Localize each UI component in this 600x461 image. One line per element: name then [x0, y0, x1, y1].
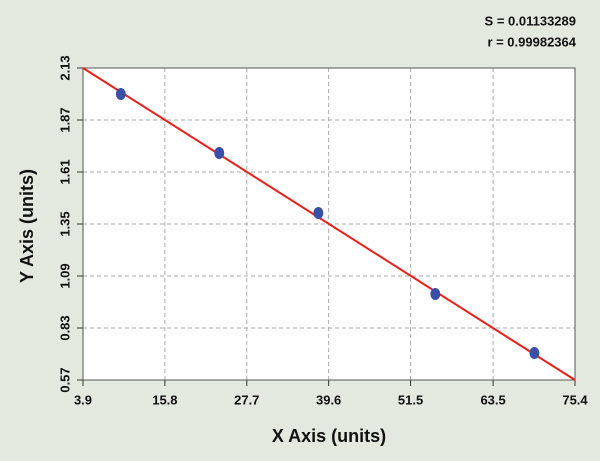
point	[115, 88, 126, 100]
y-tick-label: 0.57	[57, 367, 72, 392]
point	[214, 147, 225, 159]
x-tick-label: 51.5	[398, 392, 423, 407]
y-tick-label: 2.13	[57, 55, 72, 80]
x-tick-label: 63.5	[480, 392, 505, 407]
y-tick-label: 1.35	[57, 211, 72, 236]
y-tick-label: 1.09	[57, 263, 72, 288]
annotation: S = 0.01133289	[485, 13, 576, 28]
point	[430, 288, 441, 300]
y-tick-label: 0.83	[57, 315, 72, 340]
point	[529, 347, 540, 359]
x-tick-label: 75.4	[562, 392, 588, 407]
y-axis-label: Y Axis (units)	[17, 169, 37, 283]
plot-frame	[82, 67, 576, 381]
x-tick-label: 3.9	[74, 392, 92, 407]
x-tick-label: 27.7	[234, 392, 259, 407]
annotation: r = 0.99982364	[487, 34, 576, 49]
point	[313, 207, 324, 219]
x-axis-label: X Axis (units)	[272, 426, 386, 446]
y-tick-label: 1.61	[57, 159, 72, 184]
y-tick-label: 1.87	[57, 107, 72, 132]
x-tick-label: 15.8	[152, 392, 177, 407]
fit-line	[82, 67, 576, 381]
x-tick-label: 39.6	[316, 392, 341, 407]
